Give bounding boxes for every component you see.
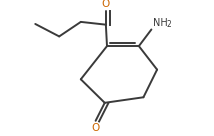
Text: O: O	[92, 123, 100, 133]
Text: NH: NH	[153, 18, 167, 28]
Text: 2: 2	[167, 20, 172, 29]
Text: O: O	[102, 0, 110, 9]
